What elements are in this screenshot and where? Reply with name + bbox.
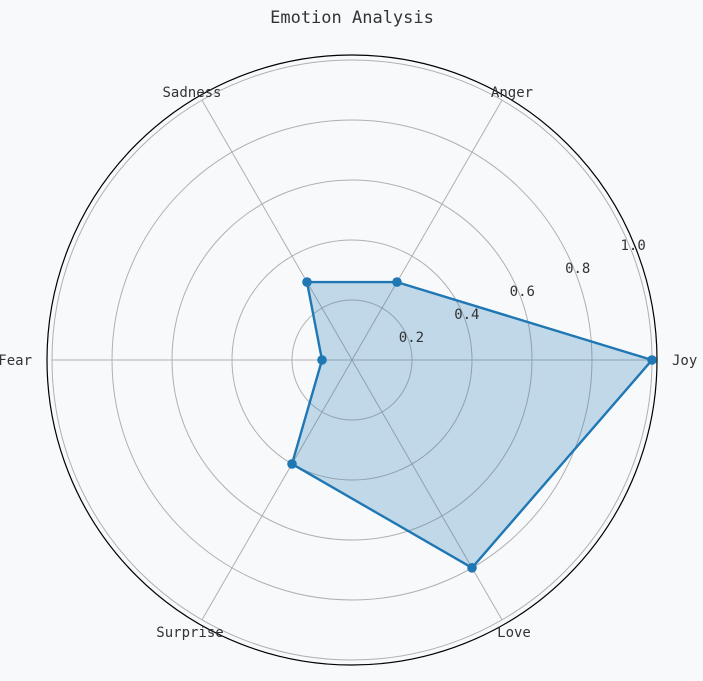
category-label-surprise: Surprise — [156, 625, 223, 641]
label-layer: 0.2 0.4 0.6 0.8 1.0 Joy Anger Sadness Fear Surpri… — [0, 85, 697, 641]
spoke-love — [351, 359, 503, 621]
r-tick-label-0: 0.2 — [399, 330, 424, 346]
category-label-anger: Anger — [491, 85, 533, 101]
grid-layer — [46, 54, 658, 666]
data-point-love — [467, 563, 477, 573]
r-tick-label-4: 1.0 — [621, 238, 646, 254]
data-point-surprise — [287, 459, 297, 469]
r-tick-label-3: 0.8 — [565, 261, 590, 277]
category-label-love: Love — [497, 625, 531, 641]
r-tick-label-1: 0.4 — [454, 307, 479, 323]
category-label-fear: Fear — [0, 353, 32, 369]
r-tick-label-2: 0.6 — [510, 284, 535, 300]
spoke-surprise — [201, 359, 353, 621]
series-area-0 — [292, 282, 652, 568]
polar-frame — [46, 54, 658, 666]
data-point-sadness — [302, 277, 312, 287]
spoke-anger — [351, 99, 503, 361]
data-point-fear — [317, 355, 327, 365]
chart-title: Emotion Analysis — [270, 8, 434, 28]
category-label-sadness: Sadness — [162, 85, 221, 101]
data-point-anger — [392, 277, 402, 287]
spoke-sadness — [201, 99, 353, 361]
series-layer — [287, 277, 657, 573]
data-point-joy — [647, 355, 657, 365]
category-label-joy: Joy — [672, 353, 697, 369]
